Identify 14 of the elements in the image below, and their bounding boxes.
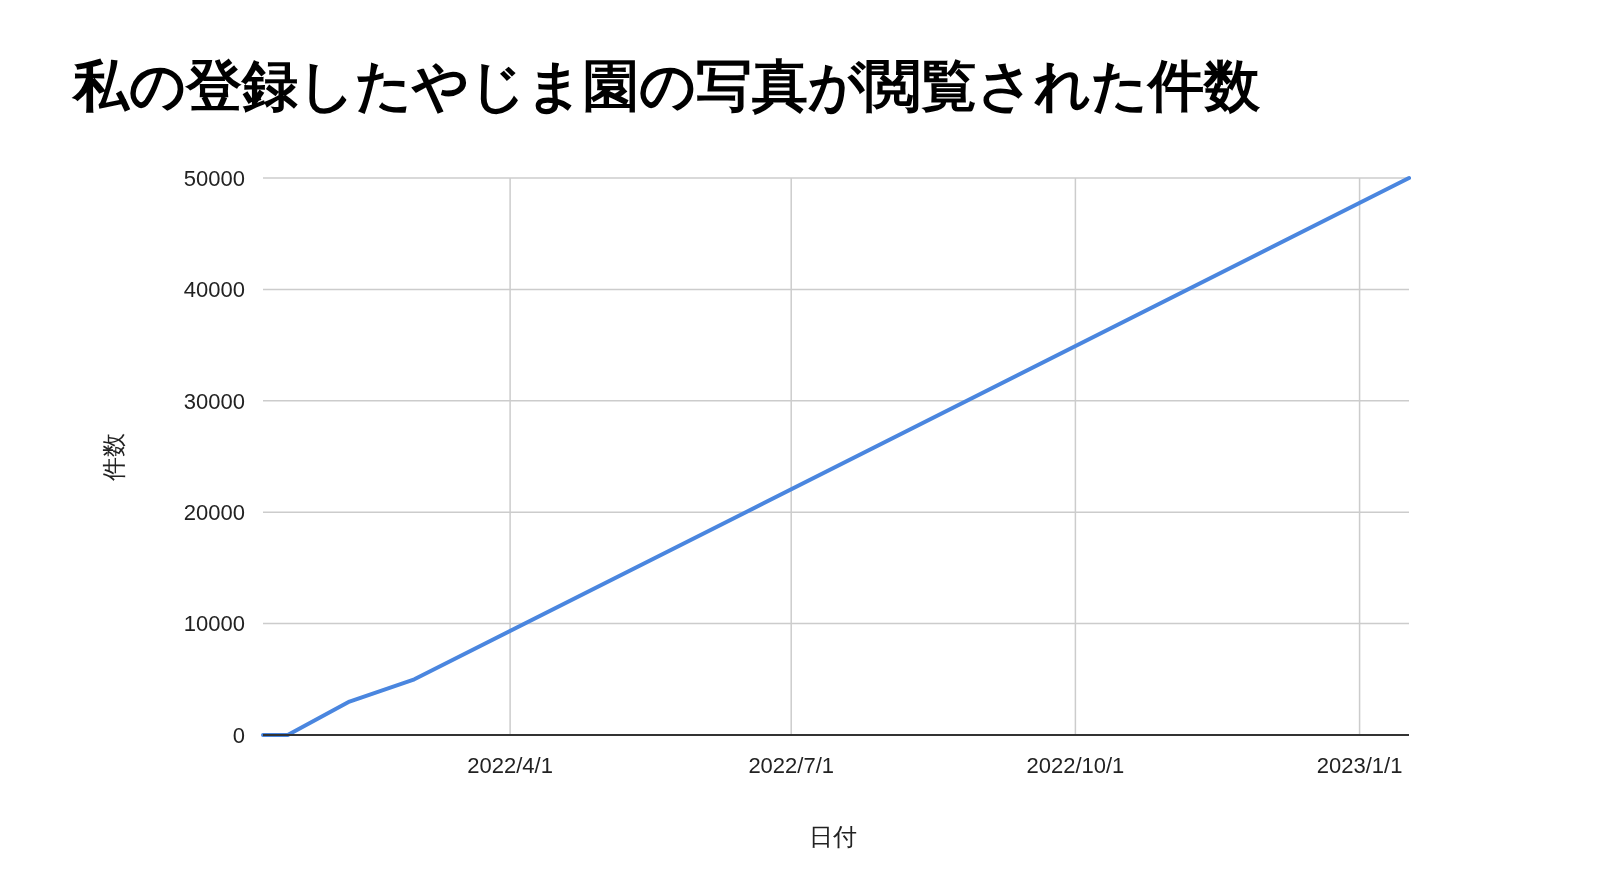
y-tick-label: 10000 (183, 611, 245, 637)
y-axis-title: 件数 (100, 432, 127, 481)
y-tick-label: 50000 (183, 165, 245, 191)
x-tick-label: 2022/7/1 (748, 753, 835, 778)
x-tick-label: 2023/1/1 (1316, 753, 1403, 778)
y-tick-label: 20000 (183, 499, 245, 525)
chart-title: 私の登録したやじま園の写真が閲覧された件数 (71, 54, 1261, 117)
y-tick-label: 40000 (183, 277, 245, 303)
x-tick-label: 2022/4/1 (467, 753, 553, 778)
line-series (261, 176, 1411, 737)
x-tick-label: 2022/10/1 (1026, 753, 1125, 778)
y-tick-label: 0 (232, 722, 245, 748)
y-tick-label: 30000 (183, 388, 245, 414)
x-axis-title: 日付 (809, 823, 857, 850)
